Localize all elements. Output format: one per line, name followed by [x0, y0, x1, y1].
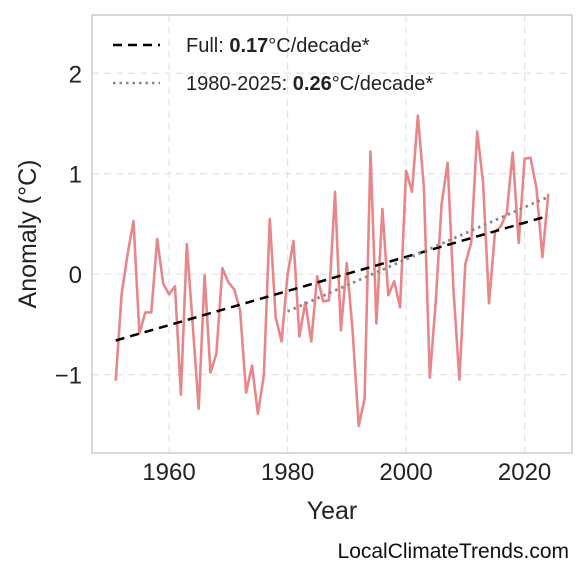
- legend-label-1980-2025: 1980-2025: 0.26°C/decade*: [186, 73, 433, 95]
- y-axis-ticks: −1 0 1 2: [55, 61, 82, 389]
- y-tick-label-0: 0: [69, 262, 82, 289]
- x-axis-ticks: 1960 1980 2000 2020: [142, 459, 551, 486]
- y-axis-title: Anomaly (°C): [14, 160, 42, 309]
- series-lines: [114, 114, 550, 428]
- trend-line-2: [287, 195, 549, 313]
- legend: Full: 0.17°C/decade* 1980-2025: 0.26°C/d…: [113, 35, 433, 95]
- y-tick-label--1: −1: [55, 363, 82, 390]
- trend-line-1: [115, 214, 549, 342]
- x-tick-label-2000: 2000: [379, 459, 432, 486]
- y-tick-label-1: 1: [69, 162, 82, 189]
- credit-text: LocalClimateTrends.com: [337, 540, 569, 563]
- plot-frame: [91, 14, 573, 454]
- y-tick-label-2: 2: [69, 61, 82, 88]
- trend-lines: [115, 195, 549, 342]
- x-tick-label-1980: 1980: [261, 459, 314, 486]
- x-tick-label-1960: 1960: [142, 459, 195, 486]
- x-axis-title: Year: [307, 497, 358, 525]
- legend-label-full: Full: 0.17°C/decade*: [186, 35, 370, 57]
- anomaly-series-line: [114, 114, 550, 428]
- x-tick-label-2020: 2020: [498, 459, 551, 486]
